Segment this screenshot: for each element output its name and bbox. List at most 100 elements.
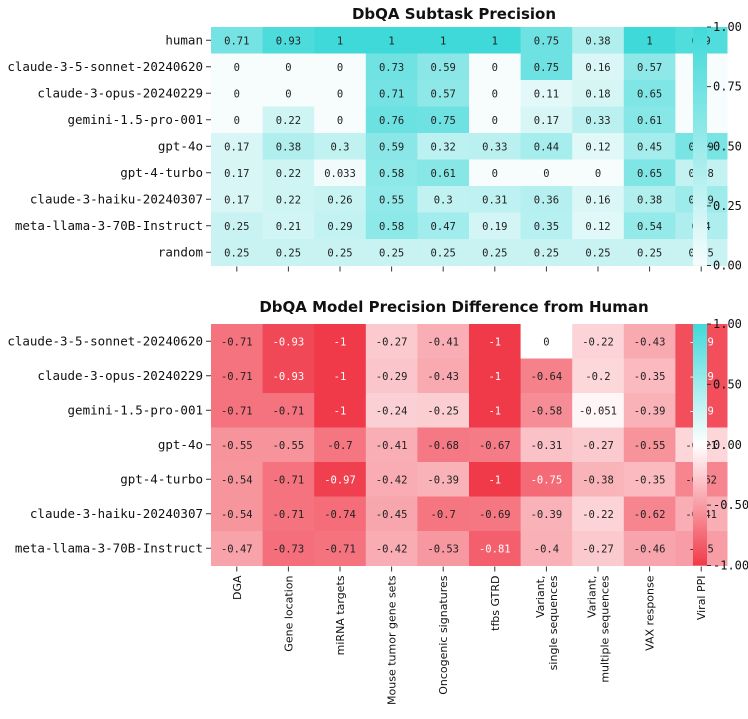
precision-cell [469, 212, 522, 240]
difference-cell [365, 531, 418, 566]
difference-cell [469, 358, 522, 394]
precision-cell [469, 80, 522, 107]
precision-cell [262, 159, 315, 187]
difference-cell-label: -1 [488, 371, 501, 383]
difference-cell-label: -0.55 [634, 440, 666, 452]
precision-cell-label: 0.25 [224, 221, 249, 233]
difference-cell-label: -0.29 [376, 371, 408, 383]
difference-cell-label: -1 [488, 336, 501, 348]
precision-cell [365, 159, 418, 187]
difference-cell-label: -0.75 [531, 474, 563, 486]
difference-cell-label: -0.71 [221, 336, 253, 348]
precision-cell [623, 212, 676, 240]
precision-cell [520, 133, 573, 160]
difference-cell-label: -0.73 [273, 543, 305, 555]
precision-cell-label: 0.25 [637, 247, 662, 259]
x-axis-label: multiple sequences [599, 575, 612, 682]
difference-cell [262, 462, 315, 497]
difference-cell [520, 496, 573, 532]
precision-cell-label: 0 [285, 62, 291, 74]
difference-cell-label: -1 [334, 405, 347, 417]
precision-cell [520, 186, 573, 213]
precision-cell-label: 1 [492, 35, 498, 47]
difference-cell-label: -0.35 [634, 474, 666, 486]
precision-cell-label: 0.25 [482, 247, 507, 259]
precision-cell [314, 239, 367, 266]
difference-cell [365, 462, 418, 497]
difference-cell [520, 393, 573, 428]
difference-cell [211, 324, 264, 359]
precision-cell [623, 53, 676, 81]
precision-cell [365, 27, 418, 54]
precision-cell [417, 133, 470, 160]
difference-cell [469, 462, 522, 497]
difference-cell-label: -0.58 [531, 405, 563, 417]
difference-cell [417, 358, 470, 394]
precision-cell-label: 0.65 [637, 168, 662, 180]
difference-row-label: claude-3-haiku-20240307 [30, 506, 203, 521]
x-axis-labels: DGA Gene location miRNA targets Mouse tumor… [231, 575, 708, 705]
difference-cell [572, 531, 625, 566]
x-axis-label: Variant, [586, 576, 599, 619]
precision-row-label: gpt-4-turbo [120, 165, 203, 180]
difference-cell [211, 496, 264, 532]
precision-cell-label: 0.33 [482, 141, 507, 153]
precision-colorbar-tick-label: 0.00 [713, 259, 742, 273]
precision-cell-label: 0.25 [534, 247, 559, 259]
difference-cell [623, 393, 676, 428]
difference-cell-label: -0.22 [582, 509, 614, 521]
difference-row-label: claude-3-5-sonnet-20240620 [7, 333, 203, 348]
difference-cell-label: -0.71 [221, 371, 253, 383]
difference-cell [623, 427, 676, 463]
precision-cell [365, 212, 418, 240]
precision-cell [520, 27, 573, 54]
difference-cell [417, 462, 470, 497]
difference-row-label: gpt-4o [158, 437, 203, 452]
precision-cell [572, 239, 625, 266]
difference-cell [262, 358, 315, 394]
precision-cell-label: 0.38 [276, 141, 301, 153]
difference-cell [262, 496, 315, 532]
precision-cell [623, 133, 676, 160]
precision-cell [417, 106, 470, 134]
precision-cell-label: 0 [492, 168, 498, 180]
difference-colorbar-tick-label: 1.00 [713, 317, 742, 331]
difference-cell [469, 393, 522, 428]
precision-cell-label: 1 [388, 35, 394, 47]
difference-cell-label: -0.68 [427, 440, 459, 452]
precision-cell [314, 186, 367, 213]
precision-cell-label: 0 [492, 88, 498, 100]
difference-cell-label: -0.62 [634, 509, 666, 521]
difference-cell-label: -1 [488, 405, 501, 417]
precision-cell-label: 0.32 [431, 141, 456, 153]
precision-cell [469, 159, 522, 187]
precision-cell-label: 0.16 [585, 194, 610, 206]
x-axis-label: Oncogenic signatures [437, 575, 450, 695]
precision-cell [365, 186, 418, 213]
difference-cell-label: -0.71 [324, 543, 356, 555]
precision-cell-label: 0.3 [331, 141, 350, 153]
precision-cell [417, 212, 470, 240]
x-axis-label: VAX response [644, 575, 657, 651]
precision-colorbar-tick-label: 0.50 [713, 139, 742, 153]
difference-cell-label: -0.93 [273, 371, 305, 383]
precision-cell [262, 186, 315, 213]
precision-cell [572, 53, 625, 81]
difference-cell [623, 496, 676, 532]
difference-cell [314, 393, 367, 428]
precision-cell [623, 27, 676, 54]
difference-cell-label: -0.93 [273, 336, 305, 348]
precision-cell [262, 239, 315, 266]
precision-cell-label: 0.22 [276, 168, 301, 180]
precision-cell-label: 0.57 [637, 62, 662, 74]
difference-cell [572, 393, 625, 428]
precision-cell [211, 239, 264, 266]
precision-cell-label: 0 [337, 62, 343, 74]
precision-cell [314, 106, 367, 134]
precision-cell-label: 0.71 [224, 35, 249, 47]
difference-cell-label: -0.97 [324, 474, 356, 486]
difference-cell-label: -1 [334, 336, 347, 348]
precision-cell [314, 27, 367, 54]
precision-row-label: gpt-4o [158, 138, 203, 153]
precision-cell-label: 0.75 [534, 62, 559, 74]
